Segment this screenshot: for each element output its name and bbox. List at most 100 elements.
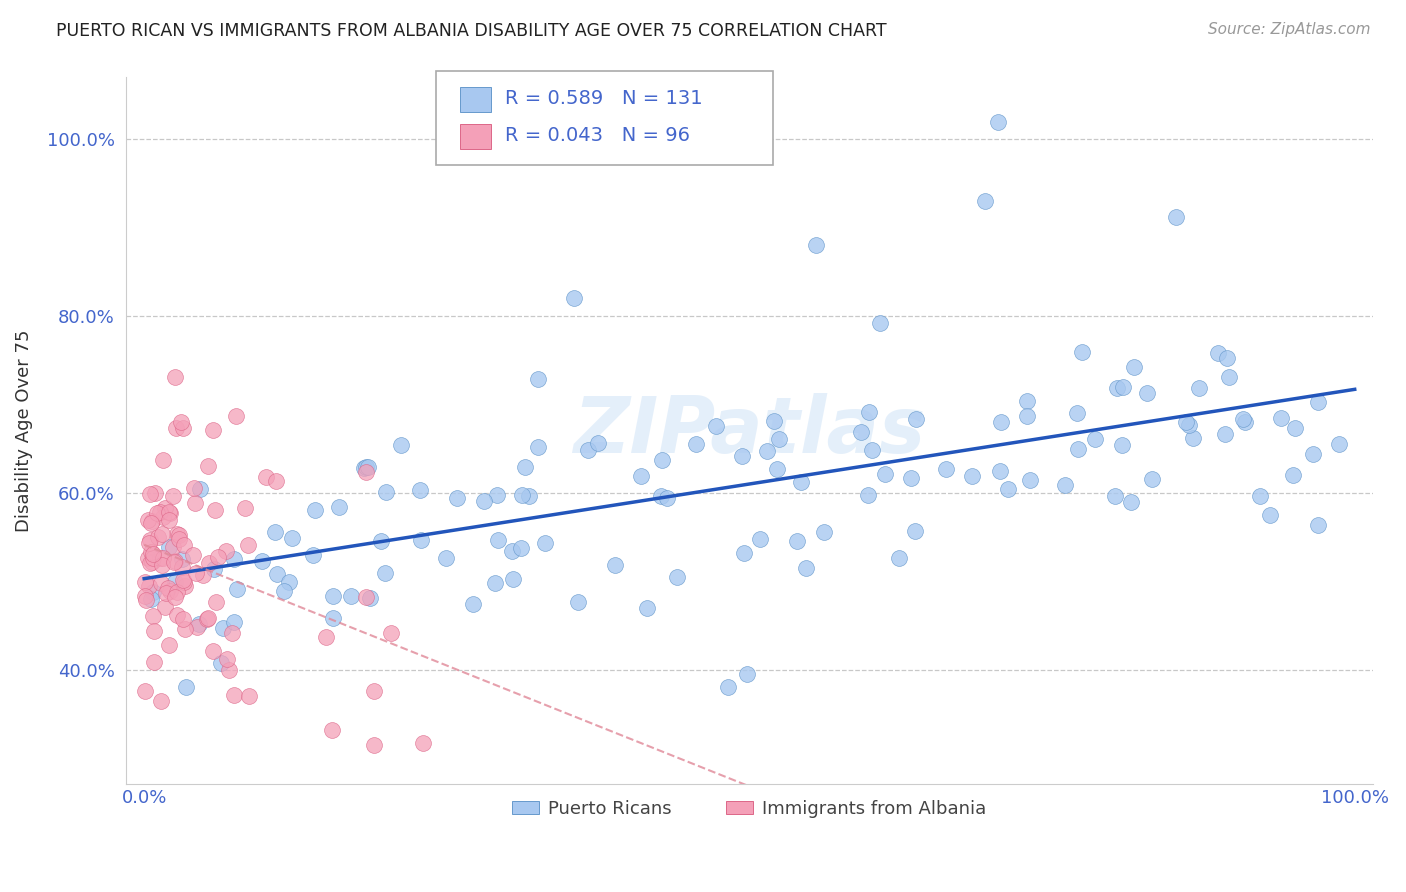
Point bbox=[141, 514, 163, 528]
Point bbox=[134, 574, 156, 589]
Point bbox=[904, 412, 927, 426]
Point bbox=[195, 612, 218, 626]
Point bbox=[363, 738, 385, 752]
Point bbox=[150, 527, 173, 541]
Point bbox=[222, 615, 245, 629]
Point bbox=[142, 585, 165, 599]
Point bbox=[733, 546, 755, 560]
Point bbox=[869, 316, 891, 330]
Point bbox=[1123, 360, 1146, 375]
Point bbox=[1327, 436, 1350, 450]
Point bbox=[218, 663, 240, 677]
Point bbox=[527, 440, 550, 454]
Text: ZIPatlas: ZIPatlas bbox=[574, 393, 925, 469]
Point bbox=[1284, 421, 1306, 435]
Point bbox=[813, 524, 835, 539]
Point bbox=[354, 459, 377, 474]
Point bbox=[143, 486, 166, 500]
Point bbox=[139, 487, 162, 501]
Point bbox=[717, 680, 740, 694]
Point bbox=[794, 561, 817, 575]
Point bbox=[411, 533, 433, 547]
Point bbox=[1121, 495, 1143, 509]
Point bbox=[655, 491, 678, 505]
Point bbox=[315, 630, 337, 644]
Point bbox=[501, 543, 523, 558]
Point bbox=[217, 651, 239, 665]
Point bbox=[187, 616, 209, 631]
Point bbox=[1258, 508, 1281, 522]
Point bbox=[252, 554, 274, 568]
Point bbox=[374, 485, 396, 500]
Point bbox=[172, 612, 194, 626]
Point bbox=[209, 656, 232, 670]
Point bbox=[254, 470, 277, 484]
Point bbox=[567, 595, 589, 609]
Point bbox=[139, 591, 162, 606]
Point bbox=[990, 415, 1012, 429]
Point bbox=[224, 552, 246, 566]
Point bbox=[146, 530, 169, 544]
Point bbox=[1104, 489, 1126, 503]
Point bbox=[1111, 438, 1133, 452]
Point bbox=[804, 238, 827, 252]
Point bbox=[513, 459, 536, 474]
Point bbox=[1306, 518, 1329, 533]
Point bbox=[165, 554, 187, 568]
Point bbox=[167, 532, 190, 546]
Point bbox=[576, 443, 599, 458]
Point bbox=[1112, 380, 1135, 394]
Point bbox=[356, 590, 378, 604]
Point bbox=[159, 583, 181, 598]
Text: R = 0.043   N = 96: R = 0.043 N = 96 bbox=[505, 126, 690, 145]
Point bbox=[472, 494, 495, 508]
Point bbox=[527, 372, 550, 386]
Point bbox=[207, 550, 229, 565]
Point bbox=[157, 581, 180, 595]
Point bbox=[236, 538, 259, 552]
Point bbox=[484, 576, 506, 591]
Point bbox=[339, 589, 361, 603]
Point bbox=[139, 556, 162, 570]
Point bbox=[651, 453, 673, 467]
Point bbox=[143, 624, 166, 638]
Point bbox=[152, 509, 174, 524]
Point bbox=[328, 500, 350, 514]
Point bbox=[170, 415, 193, 429]
Point bbox=[149, 694, 172, 708]
Point bbox=[856, 488, 879, 502]
Point bbox=[138, 513, 160, 527]
Point bbox=[1015, 409, 1038, 424]
Point bbox=[766, 462, 789, 476]
Point bbox=[1213, 427, 1236, 442]
Point bbox=[281, 531, 304, 545]
Point bbox=[461, 597, 484, 611]
Point bbox=[748, 532, 770, 546]
Point bbox=[900, 471, 922, 485]
Point bbox=[190, 482, 212, 496]
Point bbox=[165, 370, 187, 384]
Point bbox=[988, 465, 1011, 479]
Point bbox=[374, 566, 396, 581]
Point bbox=[1308, 395, 1330, 409]
Point bbox=[665, 569, 688, 583]
Point bbox=[201, 424, 224, 438]
Point bbox=[191, 567, 214, 582]
Point bbox=[685, 437, 707, 451]
Point bbox=[173, 538, 195, 552]
Point bbox=[322, 590, 344, 604]
Point bbox=[1017, 393, 1039, 408]
Point bbox=[486, 533, 509, 547]
Point bbox=[786, 533, 808, 548]
Point bbox=[163, 591, 186, 605]
Point bbox=[704, 418, 727, 433]
Point bbox=[266, 474, 288, 488]
Point bbox=[152, 550, 174, 565]
Legend: Puerto Ricans, Immigrants from Albania: Puerto Ricans, Immigrants from Albania bbox=[505, 792, 994, 825]
Point bbox=[1164, 210, 1187, 224]
Point bbox=[157, 638, 180, 652]
Point bbox=[152, 452, 174, 467]
Point bbox=[225, 409, 247, 423]
Point bbox=[517, 489, 540, 503]
Point bbox=[204, 503, 226, 517]
